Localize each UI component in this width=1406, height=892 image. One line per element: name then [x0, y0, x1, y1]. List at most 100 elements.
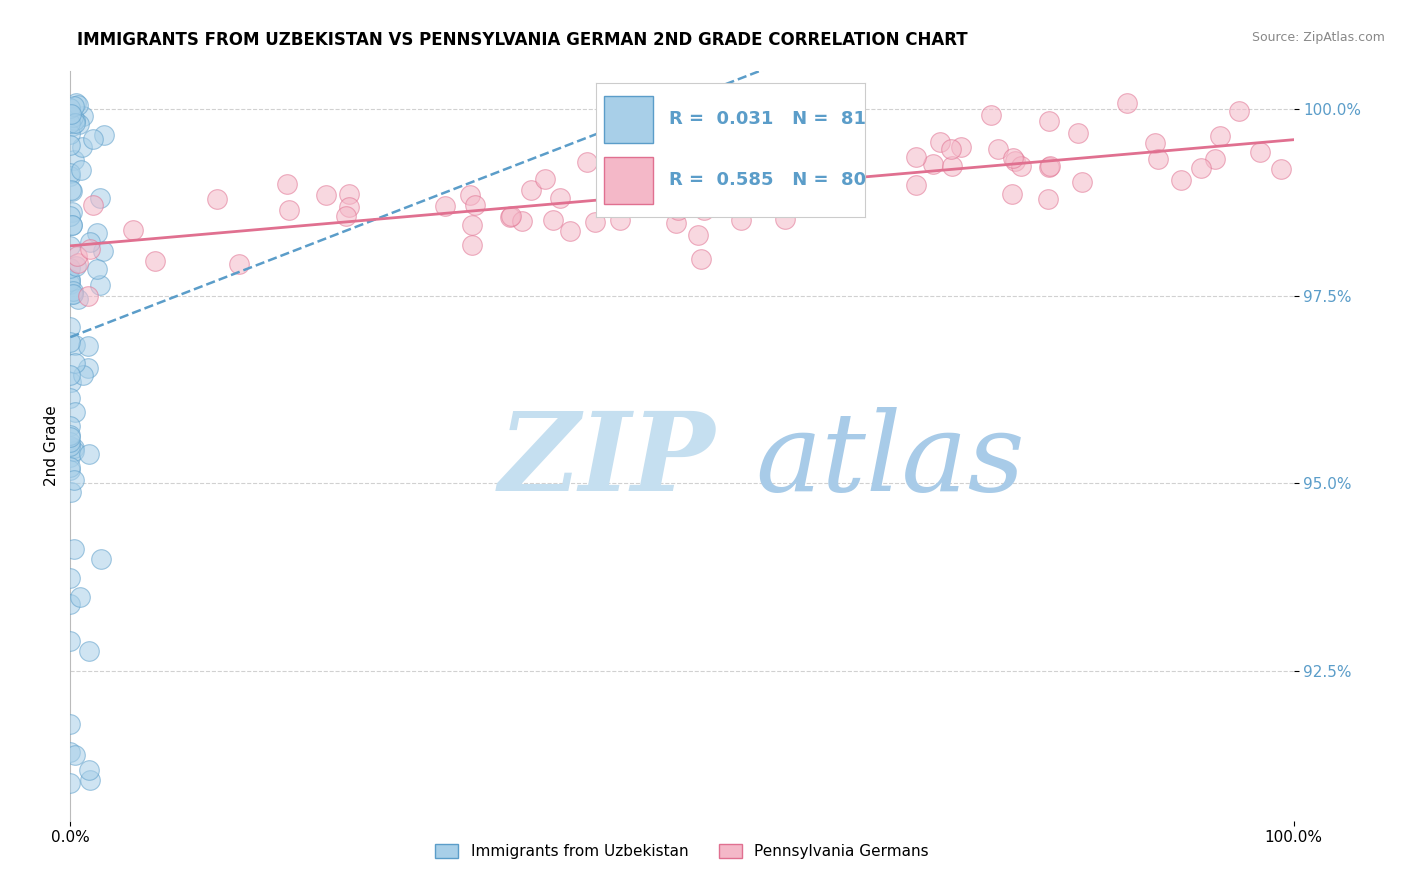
- Point: [59, 275, 82, 289]
- Point: [510, 213, 533, 227]
- Point: [922, 157, 945, 171]
- Point: [62, 184, 84, 198]
- Point: [228, 257, 250, 271]
- Point: [773, 212, 796, 227]
- Point: [62, 286, 84, 301]
- Text: atlas: atlas: [755, 408, 1025, 515]
- Point: [59, 183, 82, 197]
- Point: [548, 191, 571, 205]
- Point: [66, 292, 89, 306]
- Point: [499, 210, 522, 224]
- Point: [63, 444, 86, 458]
- Text: ZIP: ZIP: [499, 408, 716, 515]
- Point: [595, 185, 617, 199]
- Point: [1143, 136, 1166, 150]
- Point: [666, 203, 689, 218]
- Point: [60, 218, 83, 232]
- Point: [59, 116, 82, 130]
- Point: [434, 199, 457, 213]
- Point: [63, 473, 86, 487]
- Point: [59, 571, 82, 585]
- Point: [63, 116, 86, 130]
- Point: [1146, 152, 1168, 166]
- Point: [59, 334, 82, 349]
- Point: [59, 391, 82, 405]
- Point: [583, 215, 606, 229]
- Point: [62, 218, 84, 232]
- Point: [541, 213, 564, 227]
- Point: [60, 107, 83, 121]
- Point: [689, 252, 711, 266]
- Point: [72, 109, 94, 123]
- Point: [60, 375, 83, 389]
- Point: [89, 278, 111, 293]
- Point: [59, 260, 82, 275]
- Point: [337, 200, 360, 214]
- Point: [59, 776, 82, 790]
- Point: [1002, 151, 1025, 165]
- Point: [59, 439, 82, 453]
- Point: [63, 99, 86, 113]
- Point: [688, 227, 710, 242]
- Point: [91, 244, 114, 258]
- Point: [59, 634, 82, 648]
- Point: [499, 209, 522, 223]
- Point: [814, 193, 837, 207]
- Point: [59, 430, 82, 444]
- Point: [1191, 161, 1213, 175]
- Point: [65, 748, 87, 763]
- Point: [59, 459, 82, 474]
- Point: [461, 219, 484, 233]
- Point: [1038, 114, 1060, 128]
- Point: [59, 138, 82, 153]
- Point: [1038, 160, 1060, 174]
- Point: [1000, 187, 1022, 202]
- Point: [65, 259, 87, 273]
- Point: [59, 319, 82, 334]
- Point: [76, 289, 98, 303]
- Point: [69, 590, 91, 604]
- Point: [1116, 95, 1139, 110]
- Point: [59, 127, 82, 141]
- Point: [1227, 104, 1250, 119]
- Point: [596, 192, 619, 206]
- Point: [59, 745, 82, 759]
- Point: [1070, 175, 1092, 189]
- Point: [1010, 160, 1032, 174]
- Point: [662, 159, 685, 173]
- Point: [62, 110, 84, 124]
- Point: [65, 96, 87, 111]
- Point: [59, 368, 82, 383]
- Point: [60, 286, 83, 301]
- Point: [1170, 173, 1192, 187]
- Point: [70, 139, 93, 153]
- Point: [59, 110, 82, 124]
- Point: [596, 193, 619, 207]
- Point: [65, 249, 87, 263]
- Point: [67, 256, 90, 270]
- Point: [66, 97, 89, 112]
- Point: [693, 203, 716, 218]
- Point: [1249, 145, 1271, 159]
- Point: [620, 167, 643, 181]
- Point: [558, 224, 581, 238]
- Point: [59, 428, 82, 442]
- Text: Source: ZipAtlas.com: Source: ZipAtlas.com: [1251, 31, 1385, 45]
- Point: [59, 463, 82, 477]
- Point: [59, 450, 82, 465]
- Point: [519, 183, 541, 197]
- Point: [77, 644, 100, 658]
- Point: [62, 284, 84, 298]
- Point: [278, 202, 301, 217]
- Point: [337, 187, 360, 202]
- Point: [929, 136, 952, 150]
- Point: [59, 239, 82, 253]
- Point: [533, 172, 555, 186]
- Point: [62, 153, 84, 167]
- Point: [59, 485, 82, 500]
- Point: [69, 163, 91, 178]
- Point: [1004, 153, 1026, 168]
- Point: [86, 227, 108, 241]
- Point: [65, 113, 87, 128]
- Point: [82, 132, 104, 146]
